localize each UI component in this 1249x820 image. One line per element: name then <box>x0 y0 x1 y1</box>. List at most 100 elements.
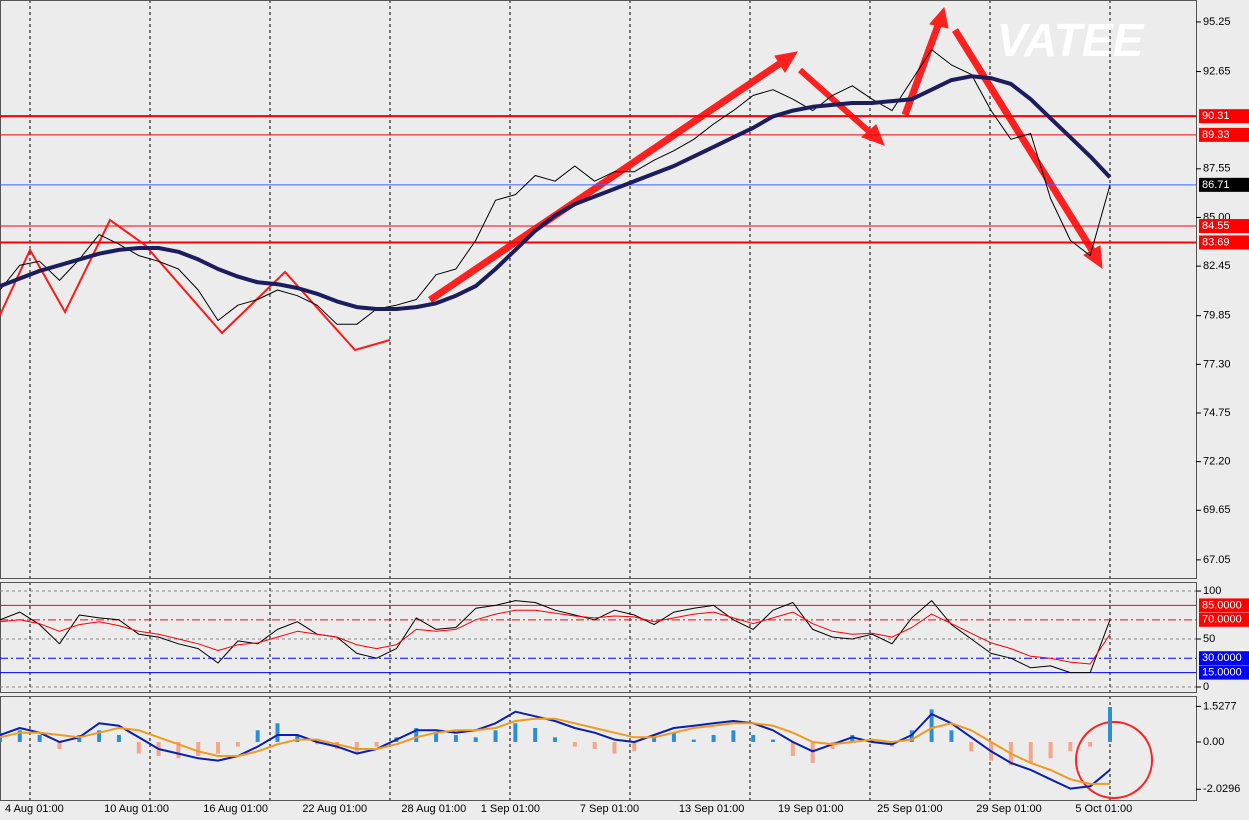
histogram-bar <box>929 709 934 742</box>
y-tick-label: 1.5277 <box>1203 700 1237 712</box>
histogram-bar <box>176 741 181 759</box>
y-tick-label: 77.30 <box>1203 358 1231 370</box>
zigzag-annotation <box>0 218 391 352</box>
x-tick-label: 19 Sep 01:00 <box>778 803 843 815</box>
histogram-bar <box>136 741 141 754</box>
level-label-box <box>1199 109 1249 124</box>
histogram-bar <box>1028 741 1033 763</box>
y-tick-label: 79.85 <box>1203 310 1231 322</box>
histogram-bar <box>1068 741 1073 752</box>
histogram-bar <box>414 727 419 742</box>
x-tick-label: 5 Oct 01:00 <box>1075 803 1132 815</box>
histogram-bar <box>652 737 657 742</box>
level-label-box <box>1199 612 1249 627</box>
level-label: 89.33 <box>1202 129 1230 141</box>
histogram-bar <box>235 741 240 747</box>
level-label-box <box>1199 219 1249 234</box>
level-label: 86.71 <box>1202 179 1230 191</box>
histogram-bar <box>1048 741 1053 759</box>
histogram-bar <box>909 730 914 742</box>
histogram-bar <box>810 741 815 763</box>
histogram-bar <box>255 730 260 742</box>
histogram-bar <box>216 741 221 754</box>
watermark: VATEE <box>997 14 1145 66</box>
histogram-bar <box>116 734 121 742</box>
histogram-bar <box>969 741 974 752</box>
histogram-bar <box>533 727 538 742</box>
histogram-bar <box>711 734 716 742</box>
histogram-bar <box>37 734 42 742</box>
x-tick-label: 22 Aug 01:00 <box>302 803 367 815</box>
histogram-bar <box>751 734 756 742</box>
x-tick-label: 16 Aug 01:00 <box>203 803 268 815</box>
y-tick-label: 0 <box>1203 681 1209 693</box>
histogram-bar <box>57 741 62 749</box>
series-line <box>0 609 1111 665</box>
y-tick-label: 67.05 <box>1203 554 1231 566</box>
histogram-bar <box>1108 707 1112 742</box>
histogram-bar <box>949 730 954 742</box>
level-label-box <box>1199 235 1249 250</box>
histogram-bar <box>493 730 498 742</box>
level-label: 84.55 <box>1202 220 1230 232</box>
y-tick-label: 72.20 <box>1203 456 1231 468</box>
highlight-circle <box>1075 721 1153 799</box>
y-tick-label: 82.45 <box>1203 260 1231 272</box>
x-tick-label: 28 Aug 01:00 <box>401 803 466 815</box>
panel-frames <box>0 0 1197 801</box>
level-label-box <box>1199 651 1249 666</box>
level-label-box <box>1199 177 1249 192</box>
y-tick-label: 87.55 <box>1203 163 1231 175</box>
histogram-bar <box>830 741 835 749</box>
histogram-bar <box>77 734 82 742</box>
x-tick-label: 1 Sep 01:00 <box>481 803 540 815</box>
histogram-bar <box>513 723 518 742</box>
histogram-bar <box>295 734 300 742</box>
histogram-bar <box>612 741 617 754</box>
histogram-bar <box>671 732 676 742</box>
level-label: 83.69 <box>1202 236 1230 248</box>
histogram-bar <box>553 737 557 742</box>
histogram-bar <box>275 723 280 742</box>
y-tick-label: 69.65 <box>1203 504 1231 516</box>
histogram-bar <box>374 741 379 747</box>
histogram-bar <box>453 734 458 742</box>
level-label: 85.0000 <box>1202 599 1242 611</box>
level-label-box <box>1199 598 1249 613</box>
histogram-bar <box>17 730 22 742</box>
histogram-bar <box>771 739 776 742</box>
y-tick-label: 0.00 <box>1203 736 1224 748</box>
histogram-bar <box>434 732 439 742</box>
series-line <box>0 600 1111 674</box>
histogram-bar <box>850 734 855 742</box>
x-tick-label: 25 Sep 01:00 <box>877 803 942 815</box>
y-tick-label: 92.65 <box>1203 65 1231 77</box>
series-line <box>0 49 1111 325</box>
vertical-grid <box>29 0 1111 800</box>
histogram-bar <box>354 741 359 754</box>
y-tick-label: 50 <box>1203 633 1215 645</box>
y-tick-label: 95.25 <box>1203 16 1231 28</box>
x-tick-label: 29 Sep 01:00 <box>976 803 1041 815</box>
level-label: 90.31 <box>1202 110 1230 122</box>
histogram-bar <box>790 741 795 756</box>
series-line <box>0 710 1111 790</box>
level-label: 30.0000 <box>1202 652 1242 664</box>
histogram-bar <box>632 741 637 752</box>
level-label-box <box>1199 665 1249 680</box>
histogram-bar <box>870 739 875 742</box>
histogram-bar <box>315 741 320 745</box>
histogram-bar <box>196 741 201 756</box>
x-tick-label: 4 Aug 01:00 <box>5 803 64 815</box>
y-tick-label: 100 <box>1203 585 1221 597</box>
histogram-bar <box>334 741 339 749</box>
x-tick-label: 13 Sep 01:00 <box>679 803 744 815</box>
histogram-bar <box>592 741 597 749</box>
histogram-bar <box>691 739 696 742</box>
histogram-bar <box>473 737 478 742</box>
histogram-bar <box>1088 741 1093 747</box>
y-tick-label: 74.75 <box>1203 407 1231 419</box>
x-tick-label: 10 Aug 01:00 <box>104 803 169 815</box>
histogram-bar <box>97 730 102 742</box>
level-label-box <box>1199 127 1249 142</box>
